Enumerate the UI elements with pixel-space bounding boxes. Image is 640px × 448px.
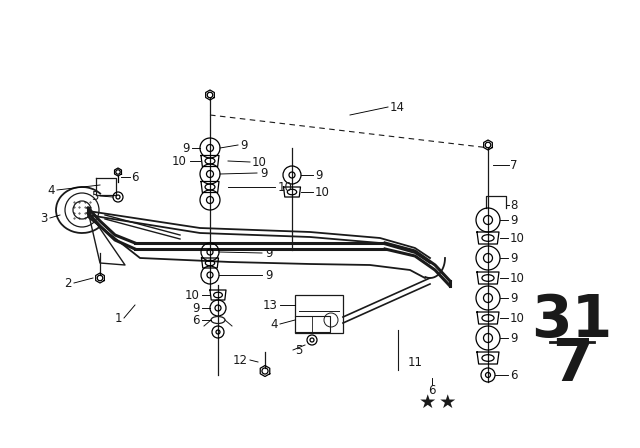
Text: 7: 7: [552, 336, 592, 392]
Text: 12: 12: [233, 353, 248, 366]
Text: 10: 10: [185, 289, 200, 302]
Text: 4: 4: [47, 184, 55, 197]
Text: 9: 9: [315, 168, 323, 181]
Text: 7: 7: [510, 159, 518, 172]
Text: ★: ★: [419, 392, 436, 412]
Text: 9: 9: [510, 332, 518, 345]
Text: 9: 9: [510, 292, 518, 305]
Text: 10: 10: [510, 271, 525, 284]
Text: 5: 5: [295, 344, 302, 357]
Text: 9: 9: [260, 167, 268, 180]
Text: 9: 9: [240, 138, 248, 151]
Text: 9: 9: [265, 268, 273, 281]
Text: 14: 14: [390, 100, 405, 113]
Text: 9: 9: [510, 214, 518, 227]
Text: 2: 2: [65, 276, 72, 289]
Text: 10: 10: [172, 155, 187, 168]
Text: 3: 3: [40, 211, 48, 224]
Text: 4: 4: [271, 318, 278, 331]
Text: 9: 9: [510, 251, 518, 264]
Text: ★: ★: [438, 392, 456, 412]
Text: 10: 10: [315, 185, 330, 198]
Text: 6: 6: [510, 369, 518, 382]
Text: 6: 6: [193, 314, 200, 327]
Text: 9: 9: [265, 246, 273, 259]
Text: 9: 9: [182, 142, 190, 155]
Text: 10: 10: [510, 232, 525, 245]
Text: 8: 8: [510, 198, 517, 211]
Text: 11: 11: [408, 356, 423, 369]
Text: 10: 10: [252, 155, 267, 168]
Text: 13: 13: [263, 298, 278, 311]
Text: 1: 1: [115, 311, 122, 324]
Text: 10: 10: [278, 181, 293, 194]
Text: 5: 5: [91, 190, 98, 202]
Text: 6: 6: [131, 171, 138, 184]
Bar: [295, 295, 343, 333]
Text: 6: 6: [428, 383, 436, 396]
Text: 31: 31: [531, 292, 612, 349]
Text: 10: 10: [510, 311, 525, 324]
Text: 9: 9: [193, 302, 200, 314]
